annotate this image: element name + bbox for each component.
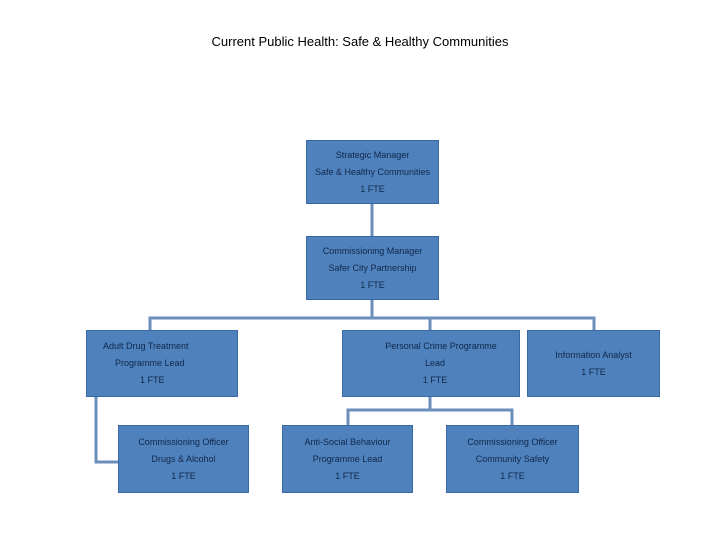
node-line: 1 FTE [171,470,196,481]
node-line: Commissioning Officer [467,436,558,447]
node-line: Commissioning Manager [322,245,423,256]
connector-level3-bus [346,408,514,425]
node-line: 1 FTE [335,470,360,481]
node-commissioning-manager: Commissioning Manager Safer City Partner… [306,236,439,300]
node-strategic-manager: Strategic Manager Safe & Healthy Communi… [306,140,439,204]
node-line: Drugs & Alcohol [151,453,216,464]
node-line: Programme Lead [312,453,383,464]
node-line: Safe & Healthy Communities [314,166,431,177]
node-line: Lead [424,358,446,368]
node-line: 1 FTE [581,366,606,377]
connector-adult-to-officer [94,397,118,464]
node-line: 1 FTE [360,279,385,290]
node-personal-crime: Personal Crime Programme Lead 1 FTE [342,330,520,397]
node-line: 1 FTE [360,183,385,194]
node-line: Community Safety [475,453,550,464]
node-commissioning-officer-drugs: Commissioning Officer Drugs & Alcohol 1 … [118,425,249,493]
node-line: Personal Crime Programme [385,341,497,351]
node-line: Anti-Social Behaviour [304,436,391,447]
diagram-title: Current Public Health: Safe & Healthy Co… [211,34,509,49]
node-line: 1 FTE [422,375,448,385]
node-line: Strategic Manager [335,149,410,160]
node-line: Adult Drug Treatment [103,341,189,351]
node-adult-drug-treatment: Adult Drug Treatment Programme Lead 1 FT… [86,330,238,397]
node-line: Commissioning Officer [138,436,229,447]
node-anti-social-behaviour: Anti-Social Behaviour Programme Lead 1 F… [282,425,413,493]
node-line: Programme Lead [115,358,185,368]
node-line: Information Analyst [555,349,632,360]
node-commissioning-officer-community: Commissioning Officer Community Safety 1… [446,425,579,493]
node-line: 1 FTE [140,375,165,385]
node-line: 1 FTE [500,470,525,481]
node-information-analyst: Information Analyst 1 FTE [527,330,660,397]
connector-level2-bus [148,316,596,330]
node-line: Safer City Partnership [328,262,417,273]
